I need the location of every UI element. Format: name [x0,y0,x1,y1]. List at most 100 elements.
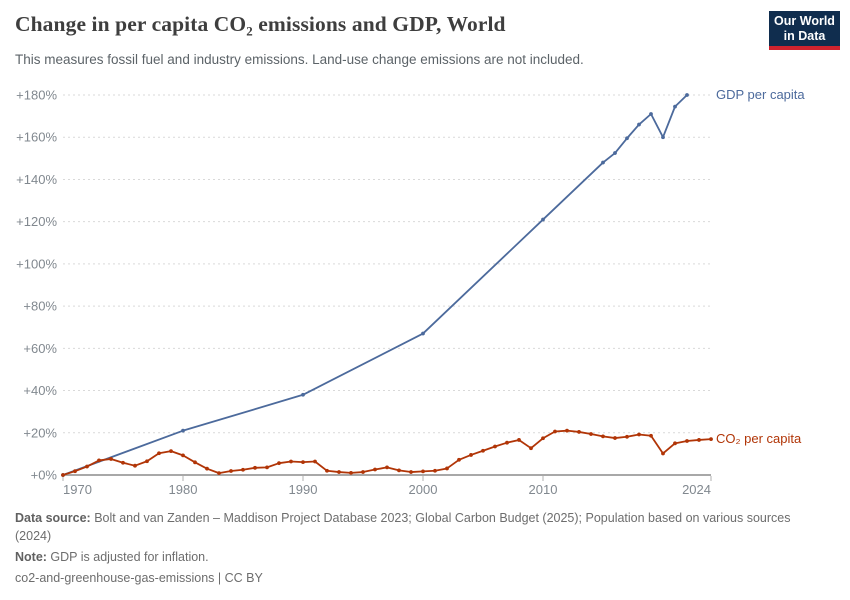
series-marker[interactable] [181,453,185,458]
page-subtitle: This measures fossil fuel and industry e… [15,52,584,67]
x-tick-label: 1980 [169,482,198,497]
series-marker[interactable] [649,112,653,116]
series-marker[interactable] [577,430,581,434]
data-source-label: Data source: [15,511,91,525]
series-marker[interactable] [637,432,641,437]
series-marker[interactable] [181,428,185,433]
series-marker[interactable] [337,470,341,474]
series-marker[interactable] [661,451,665,456]
series-end-label[interactable]: CO₂ per capita [716,431,802,446]
y-tick-label: +120% [16,214,57,229]
series-marker[interactable] [253,465,257,470]
series-marker[interactable] [469,453,473,457]
y-tick-label: +20% [23,425,57,440]
series-marker[interactable] [445,466,449,471]
y-tick-label: +140% [16,172,57,187]
series-marker[interactable] [709,437,713,442]
owid-logo-line1: Our World [774,14,835,28]
series-line[interactable] [62,94,688,476]
series-marker[interactable] [109,457,113,461]
series-marker[interactable] [193,460,197,465]
series-marker[interactable] [277,461,281,466]
x-tick-label: 2010 [529,482,558,497]
series-marker[interactable] [589,432,593,436]
series-marker[interactable] [493,444,497,449]
y-tick-label: +160% [16,130,57,145]
series-marker[interactable] [541,436,545,441]
series-marker[interactable] [85,464,89,469]
data-source-text: Bolt and van Zanden – Maddison Project D… [15,511,791,543]
series-marker[interactable] [205,466,209,471]
series-marker[interactable] [397,468,401,473]
y-tick-label: +40% [23,383,57,398]
series-marker[interactable] [685,93,689,97]
owid-logo-line2: in Data [783,29,826,43]
series-marker[interactable] [265,465,269,470]
series-marker[interactable] [361,470,365,474]
series-marker[interactable] [529,446,533,451]
series-marker[interactable] [73,469,77,474]
series-marker[interactable] [649,433,653,438]
series-marker[interactable] [565,428,569,433]
note-line: Note: GDP is adjusted for inflation. [15,548,827,566]
owid-logo[interactable]: Our World in Data [769,11,840,50]
series-marker[interactable] [325,468,329,473]
series-marker[interactable] [121,460,125,465]
series-marker[interactable] [517,438,521,442]
series-marker[interactable] [661,135,665,140]
series-marker[interactable] [301,392,305,397]
series-marker[interactable] [613,151,617,155]
series-marker[interactable] [385,465,389,470]
logo-accent-bar [769,46,840,50]
series-marker[interactable] [541,217,545,222]
chart-footer: Data source: Bolt and van Zanden – Maddi… [15,509,827,590]
series-end-label[interactable]: GDP per capita [716,87,805,102]
x-tick-label: 2024 [682,482,711,497]
series-marker[interactable] [613,436,617,440]
series-marker[interactable] [133,463,137,468]
series-marker[interactable] [313,459,317,464]
series-marker[interactable] [169,449,173,454]
series-marker[interactable] [301,460,305,465]
series-marker[interactable] [553,429,557,434]
series-marker[interactable] [409,470,413,474]
series-marker[interactable] [157,451,161,456]
series-marker[interactable] [229,469,233,473]
series-marker[interactable] [637,122,641,127]
series-marker[interactable] [481,448,485,453]
x-tick-label: 2000 [409,482,438,497]
page-title: Change in per capita CO₂ emissions and G… [15,12,506,36]
y-tick-label: +100% [16,256,57,271]
series-marker[interactable] [421,331,425,336]
series-marker[interactable] [457,457,461,462]
series-marker[interactable] [625,136,629,141]
data-source-line: Data source: Bolt and van Zanden – Maddi… [15,509,827,545]
series-marker[interactable] [433,468,437,473]
series-marker[interactable] [289,459,293,464]
series-marker[interactable] [97,458,101,463]
license-line: co2-and-greenhouse-gas-emissions | CC BY [15,571,263,585]
series-marker[interactable] [61,473,65,477]
y-tick-label: +60% [23,341,57,356]
series-marker[interactable] [673,441,677,446]
series-marker[interactable] [685,439,689,443]
series-marker[interactable] [421,469,425,474]
series-marker[interactable] [601,160,605,165]
series-marker[interactable] [601,434,605,439]
y-tick-label: +80% [23,299,57,314]
series-marker[interactable] [373,467,377,472]
series-marker[interactable] [505,440,509,445]
series-marker[interactable] [241,467,245,472]
y-tick-label: +180% [16,88,57,103]
x-tick-label: 1970 [63,482,92,497]
note-text: GDP is adjusted for inflation. [46,550,209,564]
series-marker[interactable] [625,434,629,439]
series-marker[interactable] [697,438,701,442]
series-marker[interactable] [673,104,677,109]
series-marker[interactable] [145,459,149,464]
series-marker[interactable] [349,470,353,475]
series-marker[interactable] [217,471,221,475]
